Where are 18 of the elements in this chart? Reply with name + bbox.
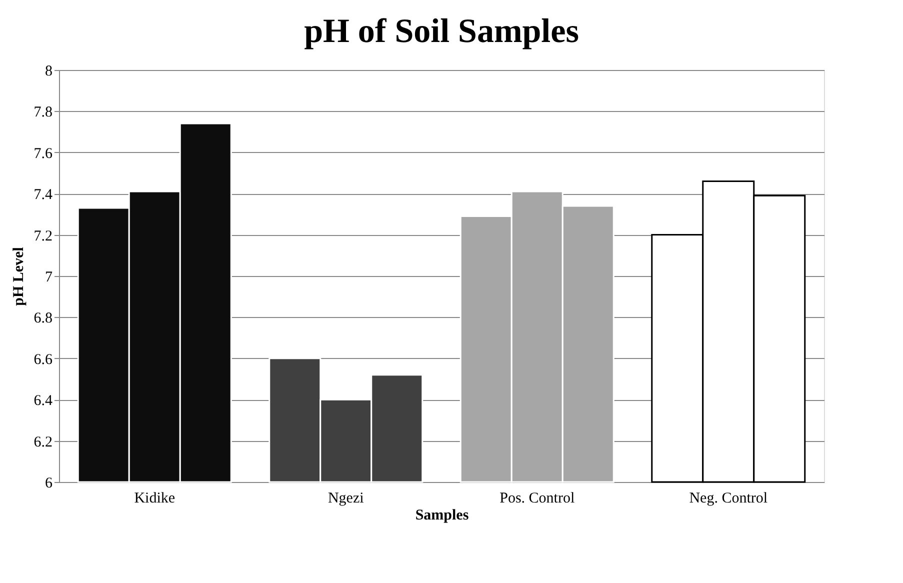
y-tick-label: 7.4 bbox=[34, 187, 53, 204]
y-tick-label: 6.4 bbox=[34, 393, 53, 410]
y-tick-label: 7 bbox=[45, 270, 53, 286]
y-tick-label: 7.2 bbox=[34, 228, 52, 244]
y-tick-label: 6 bbox=[45, 476, 53, 492]
y-tick-label: 6.2 bbox=[34, 434, 52, 450]
y-tick-label: 7.8 bbox=[34, 104, 52, 121]
y-tick-label: 6.8 bbox=[34, 310, 52, 327]
chart-title: pH of Soil Samples bbox=[304, 13, 579, 50]
x-axis-title: Samples bbox=[415, 508, 469, 524]
y-axis-title: pH Level bbox=[10, 247, 27, 306]
x-tick-label: Kidike bbox=[134, 490, 176, 506]
y-tick-label: 7.6 bbox=[34, 146, 53, 162]
y-tick-label: 6.6 bbox=[34, 352, 53, 368]
y-tick-label: 8 bbox=[45, 64, 52, 80]
x-tick-label: Neg. Control bbox=[689, 490, 768, 506]
x-tick-label: Pos. Control bbox=[500, 490, 575, 506]
x-tick-label: Ngezi bbox=[328, 490, 364, 506]
